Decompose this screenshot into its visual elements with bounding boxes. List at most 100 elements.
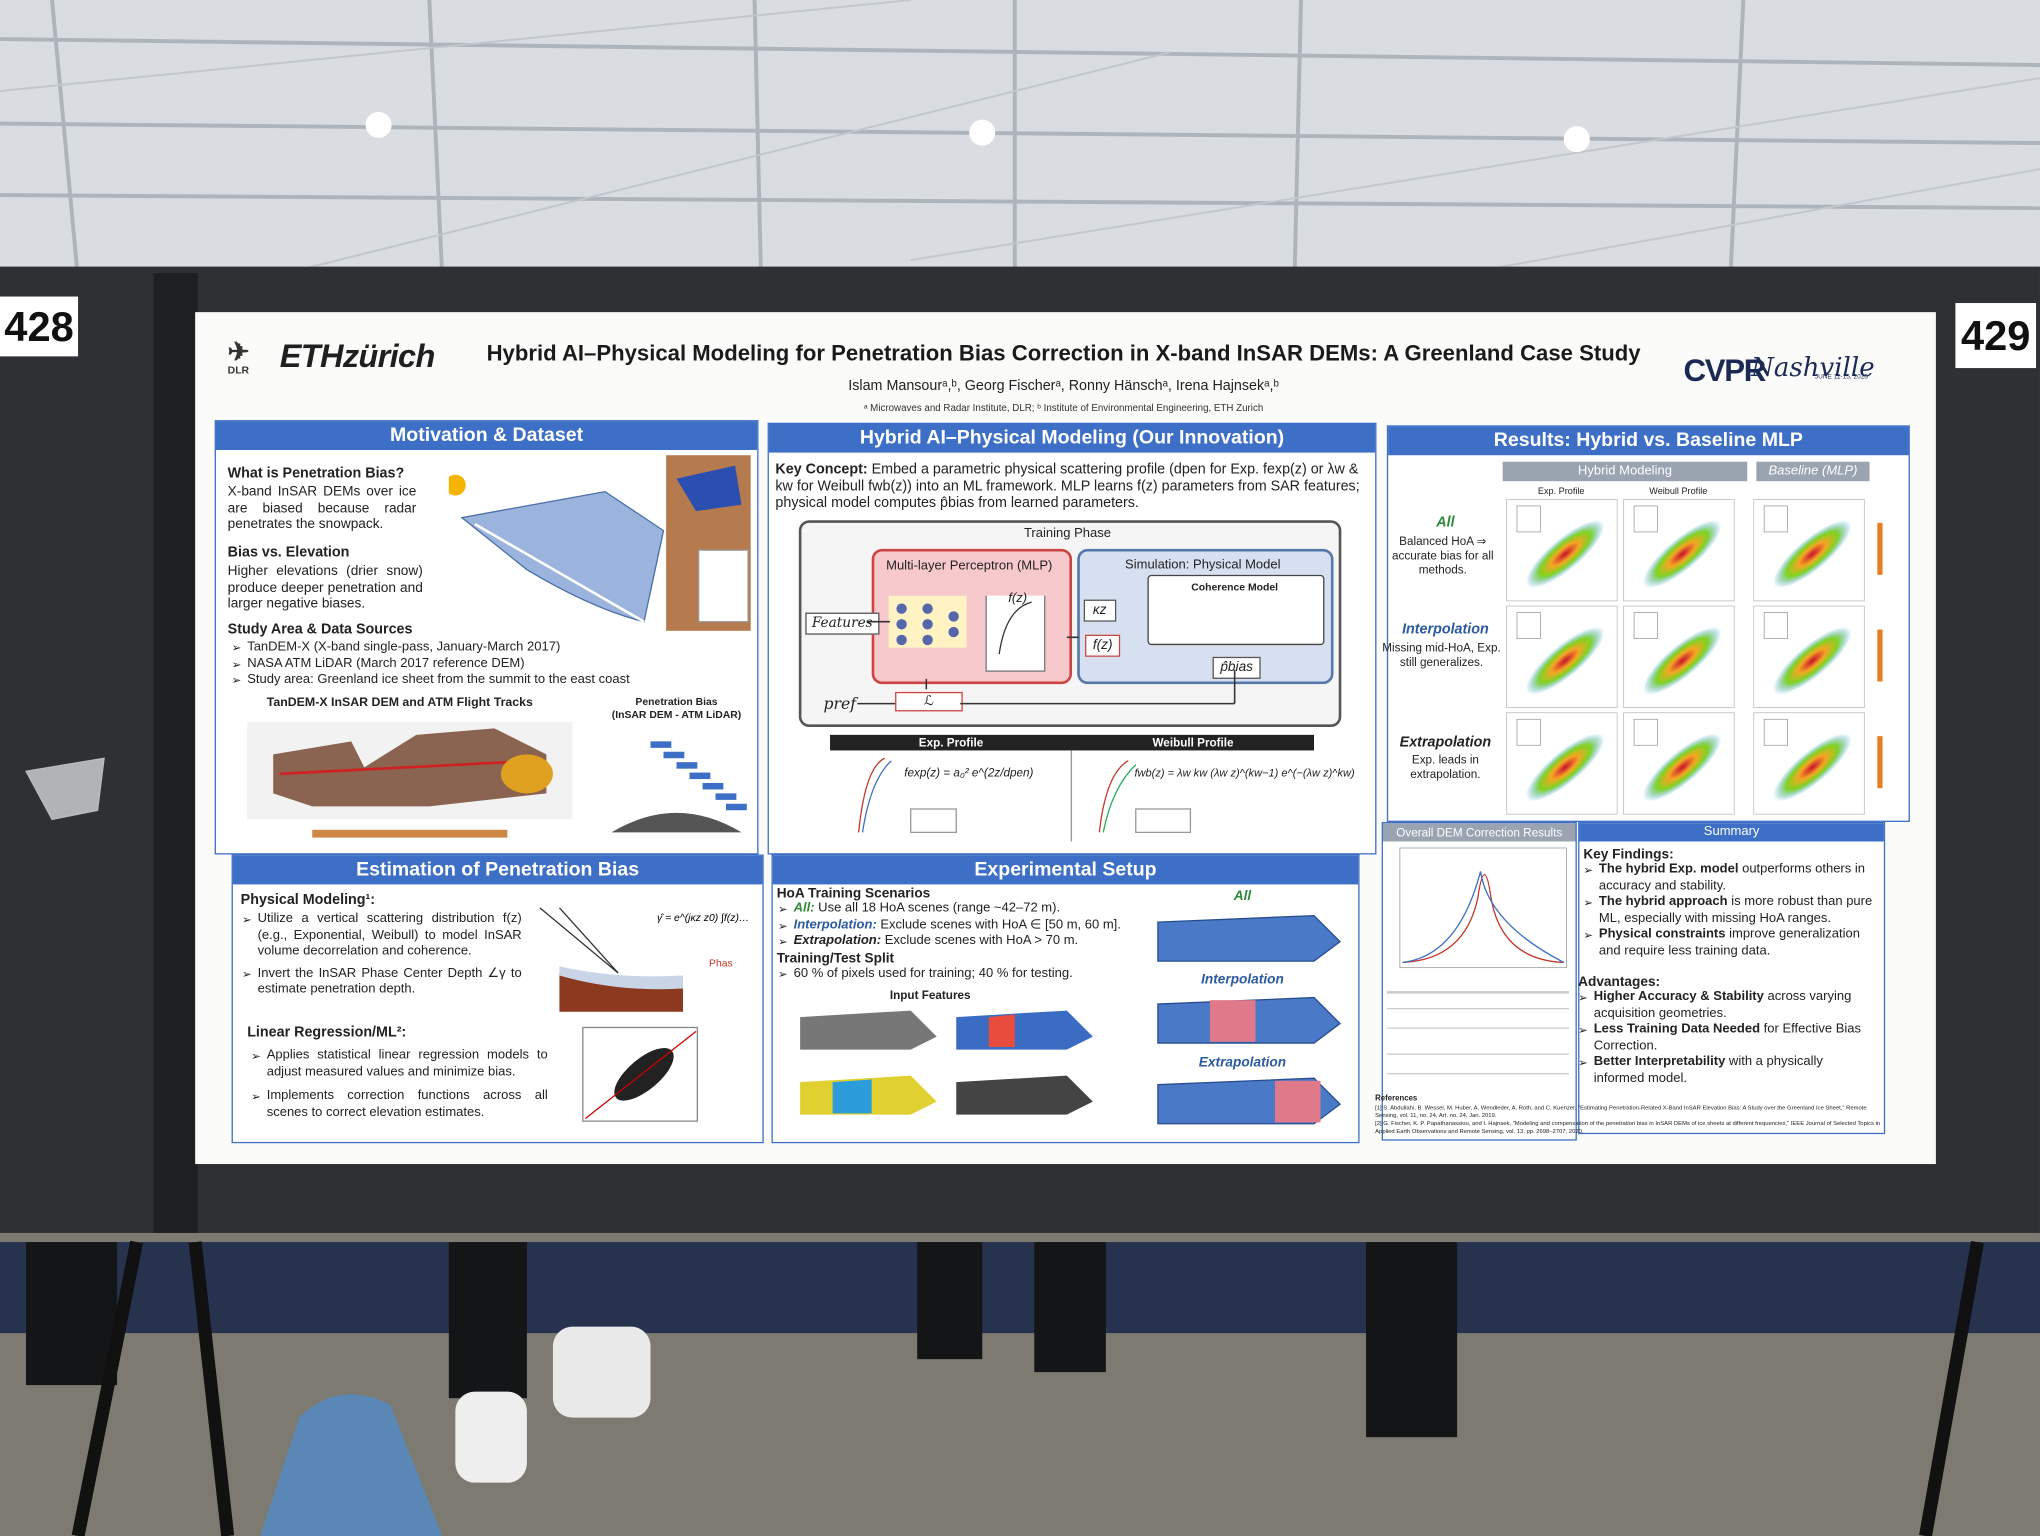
bullet-text: for Effective Bias Correction. xyxy=(1593,1022,1862,1053)
subheading: Linear Regression/ML²: xyxy=(247,1024,407,1041)
dlr-logo: ✈ DLR xyxy=(227,338,250,376)
svg-text:Phas: Phas xyxy=(709,958,733,969)
formula: fexp(z) = a₀² e^(2z/dpen) xyxy=(904,766,1034,780)
column-header: Exp. Profile xyxy=(918,736,984,750)
eth-logo: ETHzürich xyxy=(279,338,436,375)
affiliations: ᵃ Microwaves and Radar Institute, DLR; ᵇ… xyxy=(863,401,1264,414)
bold-lead: Less Training Data Needed xyxy=(1593,1022,1761,1037)
overall-figure xyxy=(1386,847,1570,1075)
paragraph: Higher elevations (drier snow) produce d… xyxy=(227,563,423,612)
section-heading: Summary xyxy=(1579,823,1884,842)
bullet: Less Training Data Needed for Effective … xyxy=(1578,1022,1875,1055)
booth-number: 428 xyxy=(0,296,79,357)
subheading: Input Features xyxy=(889,988,971,1002)
bullet: The hybrid Exp. model outperforms others… xyxy=(1583,862,1877,895)
figure-maps xyxy=(247,721,747,838)
bullet: Study area: Greenland ice sheet from the… xyxy=(232,672,752,688)
poster-title: Hybrid AI–Physical Modeling for Penetrat… xyxy=(486,340,1641,366)
diagram-label: Simulation: Physical Model xyxy=(1125,557,1281,573)
network-icon xyxy=(888,595,1046,672)
section-heading: Overall DEM Correction Results xyxy=(1382,823,1576,842)
scenario-text: Exclude scenes with HoA ∈ [50 m, 60 m]. xyxy=(880,917,1121,932)
column-group: Hybrid Modeling xyxy=(1502,461,1748,482)
diagram-arrows xyxy=(857,620,1236,705)
scenario-text: Exclude scenes with HoA > 70 m. xyxy=(884,933,1079,949)
bold-lead: Higher Accuracy & Stability xyxy=(1593,989,1764,1005)
bullet: The hybrid approach is more robust than … xyxy=(1583,895,1877,928)
bullet: Utilize a vertical scattering distributi… xyxy=(242,912,522,961)
column-group: Baseline (MLP) xyxy=(1756,461,1870,482)
bullet: Physical constraints improve generalizat… xyxy=(1583,927,1877,960)
diagram-node: Features xyxy=(805,612,880,635)
booth-number: 429 xyxy=(1955,303,2037,369)
bullet-text: with a physically informed model. xyxy=(1593,1054,1823,1086)
scenario-label: Interpolation: xyxy=(793,917,877,932)
bullet-list: Applies statistical linear regression mo… xyxy=(251,1048,548,1121)
formula: fwb(z) = λw kw (λw z)^(kw−1) e^(−(λw z)^… xyxy=(1134,766,1355,780)
bullet-list: 60 % of pixels used for training; 40 % f… xyxy=(778,966,1155,982)
diagram-node: ℒ xyxy=(895,691,963,711)
scenario-text: Use all 18 HoA scenes (range ~42–72 m). xyxy=(818,901,1061,916)
bullet: TanDEM-X (X-band single-pass, January-Ma… xyxy=(232,640,752,656)
bullet: 60 % of pixels used for training; 40 % f… xyxy=(778,966,1155,982)
subheading: Physical Modeling¹: xyxy=(240,892,376,908)
bold-lead: Better Interpretability xyxy=(1593,1054,1726,1070)
row-label: All xyxy=(1436,515,1455,531)
diagram-node: κz xyxy=(1083,599,1116,622)
cvpr-city: Nashville xyxy=(1751,351,1875,383)
bullet: Invert the InSAR Phase Center Depth ∠γ t… xyxy=(242,966,522,999)
reference: [2] G. Fischer, K. P. Papathanassiou, an… xyxy=(1375,1119,1881,1134)
profile-plots xyxy=(858,757,1192,834)
column-header: Weibull Profile xyxy=(1152,736,1234,750)
map-label: Extrapolation xyxy=(1198,1054,1287,1071)
cvpr-logo: CVPR xyxy=(1683,353,1766,389)
subheading: Training/Test Split xyxy=(776,950,895,967)
section-heading: Experimental Setup xyxy=(772,855,1359,885)
subheading: Bias vs. Elevation xyxy=(227,544,350,561)
plastic-cup xyxy=(25,757,105,821)
subheading: HoA Training Scenarios xyxy=(776,885,931,902)
diagram-label: f(z) xyxy=(1008,591,1028,607)
map-label: All xyxy=(1233,888,1252,904)
row-text: Missing mid-HoA, Exp. still generalizes. xyxy=(1382,641,1501,669)
section-heading: Motivation & Dataset xyxy=(215,421,758,451)
bullet-text: outperforms others in accuracy and stabi… xyxy=(1598,862,1866,893)
svg-text:γ̂ = e^(jκz z0) ∫f(z)…: γ̂ = e^(jκz z0) ∫f(z)… xyxy=(657,912,749,924)
scenario-maps xyxy=(1157,914,1342,1125)
bullet-text: is more robust than pure ML, especially … xyxy=(1598,894,1873,926)
bullet: All: Use all 18 HoA scenes (range ~42–72… xyxy=(778,901,1155,917)
subheading: Study Area & Data Sources xyxy=(227,621,413,638)
section-heading: Results: Hybrid vs. Baseline MLP xyxy=(1388,426,1909,456)
bullet-text: across varying acquisition geometries. xyxy=(1593,989,1852,1021)
bold-lead: The hybrid approach xyxy=(1598,894,1728,910)
paragraph: Key Concept: Embed a parametric physical… xyxy=(775,462,1367,513)
dlr-text: DLR xyxy=(227,364,250,376)
key-text: Embed a parametric physical scattering p… xyxy=(775,461,1360,512)
scenario-label: Extrapolation: xyxy=(793,933,882,949)
bullet-list: Utilize a vertical scattering distributi… xyxy=(242,912,522,998)
bullet: NASA ATM LiDAR (March 2017 reference DEM… xyxy=(232,656,752,672)
feature-maps xyxy=(800,1010,1093,1115)
profile-header-bar xyxy=(830,734,1315,751)
section-heading: Estimation of Penetration Bias xyxy=(232,855,763,885)
bullet-list: Higher Accuracy & Stability across varyi… xyxy=(1578,990,1875,1088)
diagram-node: p̂bias xyxy=(1212,656,1261,679)
row-label: Extrapolation xyxy=(1399,734,1492,751)
bullet-text: improve generalization and require less … xyxy=(1598,927,1861,958)
bullet: Implements correction functions across a… xyxy=(251,1089,548,1122)
diagram-label: Multi-layer Perceptron (MLP) xyxy=(886,559,1053,574)
column-header: Exp. Profile xyxy=(1537,487,1585,497)
bold-lead: The hybrid Exp. model xyxy=(1598,862,1739,877)
bullet-list: TanDEM-X (X-band single-pass, January-Ma… xyxy=(232,640,752,689)
figure-regression xyxy=(582,1026,698,1122)
figure-caption: Penetration Bias (InSAR DEM - ATM LiDAR) xyxy=(611,695,742,721)
subheading: Key Findings: xyxy=(1583,846,1674,863)
references-heading: References xyxy=(1375,1095,1418,1103)
coherence-box xyxy=(1147,574,1325,646)
bullet-list: The hybrid Exp. model outperforms others… xyxy=(1583,862,1877,960)
diagram-label: Coherence Model xyxy=(1191,581,1279,594)
subheading: Advantages: xyxy=(1578,974,1661,990)
